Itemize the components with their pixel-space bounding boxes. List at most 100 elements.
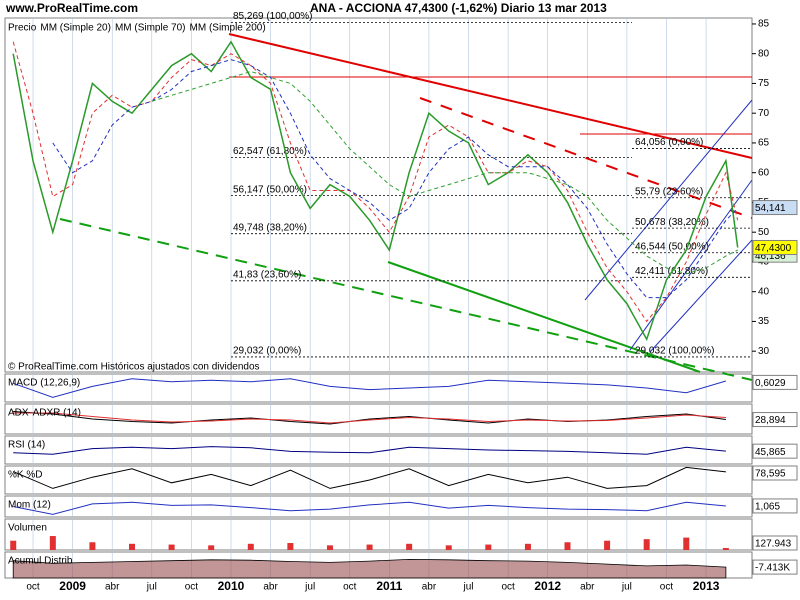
value-tag: 45,865 bbox=[752, 443, 798, 459]
bar bbox=[485, 544, 492, 550]
value-tag-label: 54,141 bbox=[755, 203, 786, 214]
x-tick-label: 2013 bbox=[693, 579, 720, 593]
fib-label: 49,748 (38,20%) bbox=[233, 222, 307, 233]
value-tag-box bbox=[752, 498, 798, 514]
y-tick-label: 75 bbox=[758, 78, 770, 89]
value-tag-label: 78,595 bbox=[755, 469, 786, 480]
bar bbox=[564, 542, 571, 550]
panel-title: %K %D bbox=[8, 470, 42, 481]
series-line bbox=[13, 412, 726, 424]
legend-entry: MM (Simple 200) bbox=[190, 23, 266, 34]
value-tag-box bbox=[752, 535, 798, 551]
y-tick-label: 50 bbox=[758, 227, 770, 238]
y-tick-label: 80 bbox=[758, 48, 770, 59]
series-line bbox=[13, 378, 727, 398]
value-tag: 78,595 bbox=[752, 465, 798, 481]
x-tick-label: oct bbox=[501, 582, 515, 593]
x-tick-label: 2012 bbox=[534, 579, 561, 593]
y-tick-label: 65 bbox=[758, 138, 770, 149]
x-tick-label: abr bbox=[105, 582, 120, 593]
y-tick-label: 40 bbox=[758, 286, 770, 297]
value-tag-label: 0,6029 bbox=[755, 378, 786, 389]
panel bbox=[4, 435, 753, 465]
fib-label: 56,147 (50,00%) bbox=[233, 184, 307, 195]
panel-title: RSI (14) bbox=[8, 440, 45, 451]
x-tick-label: abr bbox=[422, 582, 437, 593]
panel bbox=[4, 17, 753, 373]
fib-label: 85,269 (100,00%) bbox=[233, 11, 313, 22]
series-line bbox=[52, 59, 739, 299]
bar bbox=[208, 545, 215, 550]
fib-label: 29,032 (100,00%) bbox=[635, 346, 715, 357]
value-tag-label: 28,894 bbox=[755, 415, 786, 426]
panel-title: Volumen bbox=[8, 523, 47, 534]
site: www.ProRealTime.com bbox=[5, 1, 138, 15]
bar bbox=[524, 543, 531, 550]
value-tag-label: 46,136 bbox=[755, 251, 786, 262]
bar bbox=[326, 545, 333, 550]
value-tag: 0,6029 bbox=[752, 374, 798, 390]
bar bbox=[129, 543, 136, 550]
fib-label: 55,79 (23,60%) bbox=[635, 186, 703, 197]
value-tag-box bbox=[752, 200, 798, 216]
bar bbox=[89, 542, 96, 550]
x-tick-label: oct bbox=[660, 582, 674, 593]
bar bbox=[445, 545, 452, 550]
value-tag-box bbox=[752, 559, 798, 575]
value-tag-label: 1,065 bbox=[755, 502, 780, 513]
area bbox=[12, 558, 727, 579]
fib-label: 41,83 (23,60%) bbox=[233, 269, 301, 280]
bar bbox=[287, 543, 294, 550]
fib-label: 62,547 (61,80%) bbox=[233, 146, 307, 157]
x-tick-label: abr bbox=[263, 582, 278, 593]
y-tick-label: 85 bbox=[758, 19, 770, 30]
value-tag: 127.943 bbox=[752, 535, 798, 551]
panel-title: Acumul Distrib bbox=[8, 556, 73, 567]
panel bbox=[4, 373, 753, 403]
bar bbox=[10, 540, 17, 550]
x-tick-label: jul bbox=[146, 582, 157, 593]
y-tick-label: 60 bbox=[758, 167, 770, 178]
value-tag: -7.413K bbox=[752, 559, 798, 575]
panel bbox=[4, 403, 753, 435]
x-tick-label: 2011 bbox=[376, 579, 402, 593]
x-tick-label: abr bbox=[580, 582, 595, 593]
value-tag-box bbox=[752, 443, 798, 459]
series-line bbox=[12, 40, 739, 342]
bar bbox=[247, 543, 254, 550]
trend-line bbox=[387, 261, 701, 373]
chart-title: ANA - ACCIONA 47,4300 (-1,62%) Diario 13… bbox=[310, 1, 607, 15]
fib-label: 50,678 (38,20%) bbox=[635, 217, 709, 228]
y-tick-label: 30 bbox=[758, 346, 770, 357]
legend-entry: Precio bbox=[8, 23, 37, 34]
fib-label: 46,544 (50,00%) bbox=[635, 241, 709, 252]
value-tag: 47,4300 bbox=[752, 239, 798, 255]
bar bbox=[168, 544, 175, 550]
legend-entry: ADXR (14) bbox=[33, 408, 81, 419]
series-line bbox=[13, 501, 726, 515]
value-tag-label: -7.413K bbox=[755, 563, 790, 574]
channel-line bbox=[584, 99, 753, 301]
x-tick-label: oct bbox=[185, 582, 199, 593]
value-tag-box bbox=[752, 239, 798, 255]
panel bbox=[4, 495, 753, 518]
x-tick-label: oct bbox=[343, 582, 357, 593]
value-tag-label: 127.943 bbox=[755, 539, 792, 550]
x-tick-label: oct bbox=[26, 582, 40, 593]
value-tag-label: 47,4300 bbox=[755, 243, 792, 254]
value-tag: 1,065 bbox=[752, 498, 798, 514]
series-line bbox=[151, 70, 738, 275]
x-tick-label: jul bbox=[304, 582, 315, 593]
legend-entry: ADX bbox=[8, 408, 29, 419]
value-tag-label: 45,865 bbox=[755, 447, 786, 458]
bar bbox=[406, 543, 413, 550]
legend-entry: MM (Simple 70) bbox=[115, 23, 186, 34]
bar bbox=[49, 536, 56, 550]
x-tick-label: jul bbox=[621, 582, 632, 593]
fib-label: 64,056 (0,00%) bbox=[635, 137, 703, 148]
value-tag: 54,141 bbox=[752, 200, 798, 216]
panel bbox=[4, 518, 753, 551]
value-tag-box bbox=[752, 374, 798, 390]
